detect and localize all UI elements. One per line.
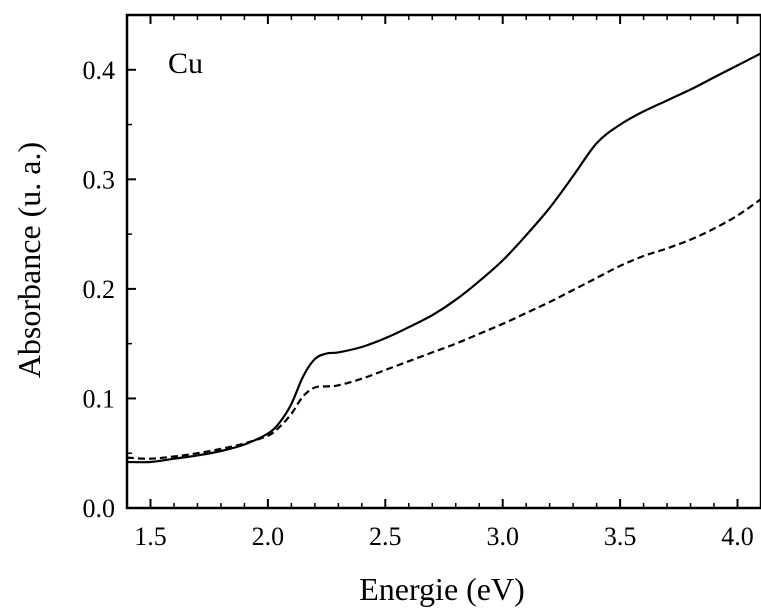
x-tick-label: 3.0 bbox=[486, 522, 519, 551]
plot-area bbox=[125, 13, 761, 510]
plot-frame bbox=[125, 13, 761, 510]
x-tick-label: 2.5 bbox=[369, 522, 402, 551]
x-tick-label: 3.5 bbox=[604, 522, 637, 551]
y-tick-label: 0.3 bbox=[83, 165, 116, 194]
x-tick-label: 1.5 bbox=[134, 522, 167, 551]
y-axis-title: Absorbance (u. a.) bbox=[11, 142, 47, 378]
y-tick-label: 0.0 bbox=[83, 494, 116, 523]
y-tick-label: 0.1 bbox=[83, 384, 116, 413]
y-tick-label: 0.2 bbox=[83, 275, 116, 304]
annotation-label: Cu bbox=[168, 47, 203, 80]
axes: 1.5 2.0 2.5 3.0 3.5 4.0 0.0 0.1 0.2 0.3 0.4 bbox=[83, 15, 761, 551]
x-axis-title: Energie (eV) bbox=[359, 571, 525, 607]
x-tick-label: 4.0 bbox=[721, 522, 754, 551]
y-tick-label: 0.4 bbox=[83, 56, 116, 85]
series-group bbox=[127, 52, 761, 464]
x-tick-label: 2.0 bbox=[252, 522, 285, 551]
dashed-series-line bbox=[127, 198, 761, 460]
solid-series-line bbox=[127, 52, 761, 464]
